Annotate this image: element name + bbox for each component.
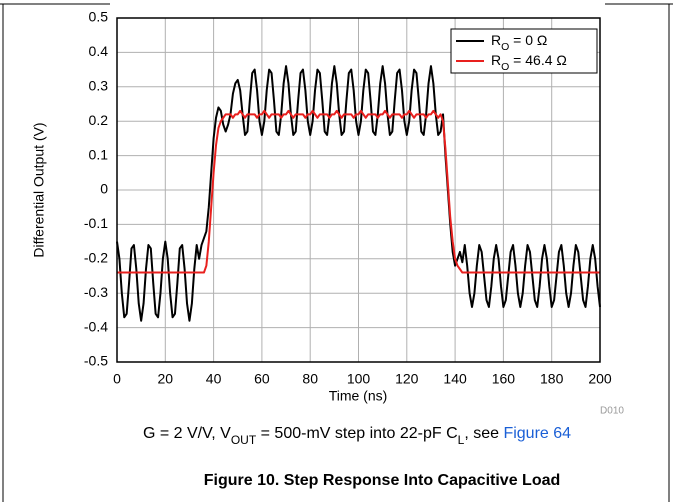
x-axis-label: Time (ns) xyxy=(329,388,388,404)
text-part: = 0 Ω xyxy=(509,32,547,48)
series-line xyxy=(117,109,600,274)
x-tick-label: 140 xyxy=(443,371,467,387)
subscript: O xyxy=(501,41,509,53)
text-part: = 46.4 Ω xyxy=(509,52,567,68)
y-axis-label: Differential Output (V) xyxy=(31,122,47,257)
y-tick-label: 0.5 xyxy=(89,9,109,25)
legend-box xyxy=(450,28,598,74)
text-part: R xyxy=(491,52,501,68)
x-tick-label: 100 xyxy=(347,371,371,387)
x-tick-label: 160 xyxy=(492,371,516,387)
legend-label: RO = 0 Ω xyxy=(491,32,547,53)
x-tick-label: 40 xyxy=(206,371,222,387)
y-tick-label: -0.4 xyxy=(84,318,108,334)
y-tick-label: -0.2 xyxy=(84,250,108,266)
y-tick-label: 0.1 xyxy=(89,146,109,162)
x-tick-label: 200 xyxy=(588,371,612,387)
y-tick-label: 0.3 xyxy=(89,78,109,94)
x-tick-label: 20 xyxy=(158,371,174,387)
x-tick-label: 80 xyxy=(302,371,318,387)
y-tick-label: 0.4 xyxy=(89,43,109,59)
text-part: , see xyxy=(464,425,503,442)
y-tick-label: -0.3 xyxy=(84,284,108,300)
figure-title: Figure 10. Step Response Into Capacitive… xyxy=(204,472,561,489)
legend-label: RO = 46.4 Ω xyxy=(491,52,567,73)
x-tick-label: 0 xyxy=(113,371,121,387)
figure-code: D010 xyxy=(600,406,624,417)
y-tick-label: 0 xyxy=(100,181,108,197)
series-line xyxy=(116,65,601,322)
subscript: OUT xyxy=(231,433,257,447)
y-tick-label: -0.5 xyxy=(84,353,108,369)
subscript: L xyxy=(458,433,465,447)
caption: G = 2 V/V, VOUT = 500-mV step into 22-pF… xyxy=(143,425,571,447)
plot-border xyxy=(116,17,601,363)
x-tick-label: 60 xyxy=(254,371,270,387)
figure-link[interactable]: Figure 64 xyxy=(503,425,571,442)
text-part: = 500-mV step into 22-pF C xyxy=(256,425,457,442)
subscript: O xyxy=(501,61,509,73)
text-part: R xyxy=(491,32,501,48)
x-tick-label: 180 xyxy=(540,371,564,387)
text-part: G = 2 V/V, V xyxy=(143,425,231,442)
x-tick-label: 120 xyxy=(395,371,419,387)
y-tick-label: 0.2 xyxy=(89,112,109,128)
y-tick-label: -0.1 xyxy=(84,215,108,231)
